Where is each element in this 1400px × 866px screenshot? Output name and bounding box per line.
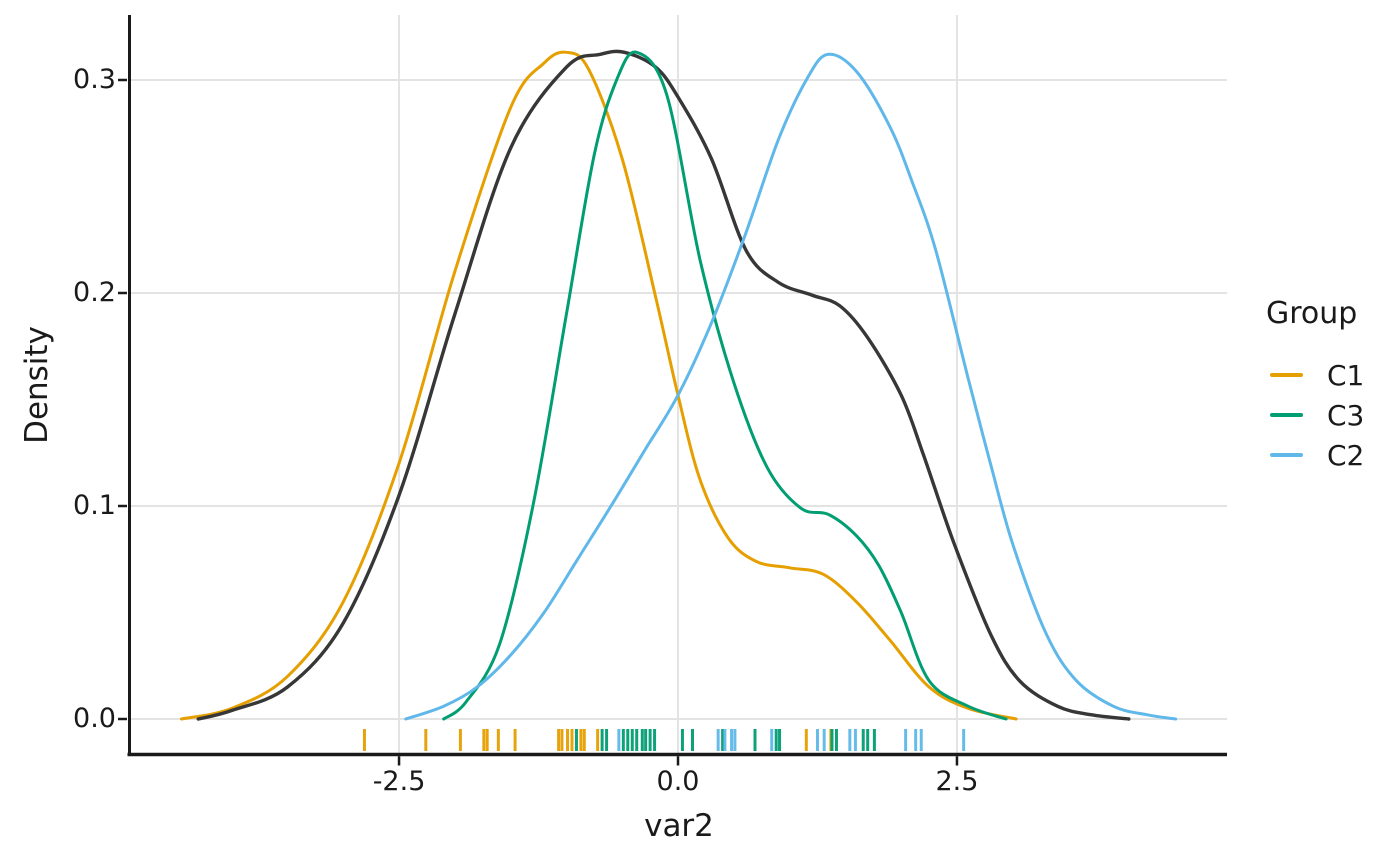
density-curve-C2 xyxy=(404,52,1178,721)
x-axis-title: var2 xyxy=(644,808,714,844)
density-curve-C3 xyxy=(442,50,1008,721)
density-curve-C1 xyxy=(179,50,1018,721)
legend-swatch-C2 xyxy=(1270,453,1303,457)
legend-label-C1: C1 xyxy=(1327,358,1365,392)
x-tick-label: -2.5 xyxy=(372,766,426,797)
density-curve-All xyxy=(196,49,1131,721)
legend-item-C3: C3 xyxy=(1266,395,1364,435)
y-axis-title: Density xyxy=(19,326,55,444)
legend-item-C1: C1 xyxy=(1266,355,1364,395)
legend-label-C3: C3 xyxy=(1327,398,1365,432)
y-tick-label: 0.1 xyxy=(73,490,116,521)
legend-label-C2: C2 xyxy=(1327,438,1365,472)
legend-title: Group xyxy=(1266,296,1358,331)
y-tick-label: 0.3 xyxy=(73,64,116,95)
legend-item-C2: C2 xyxy=(1266,435,1364,475)
legend-entries: C1 C3 C2 xyxy=(1266,355,1364,475)
x-tick-label: 2.5 xyxy=(935,766,979,797)
y-tick-label: 0.0 xyxy=(73,703,116,734)
legend: Group C1 C3 C2 xyxy=(1266,296,1364,475)
legend-swatch-C3 xyxy=(1270,413,1303,417)
y-tick-label: 0.2 xyxy=(73,277,116,308)
plot-panel xyxy=(118,15,1227,766)
legend-swatch-C1 xyxy=(1270,373,1303,377)
x-tick-label: 0.0 xyxy=(656,766,700,797)
